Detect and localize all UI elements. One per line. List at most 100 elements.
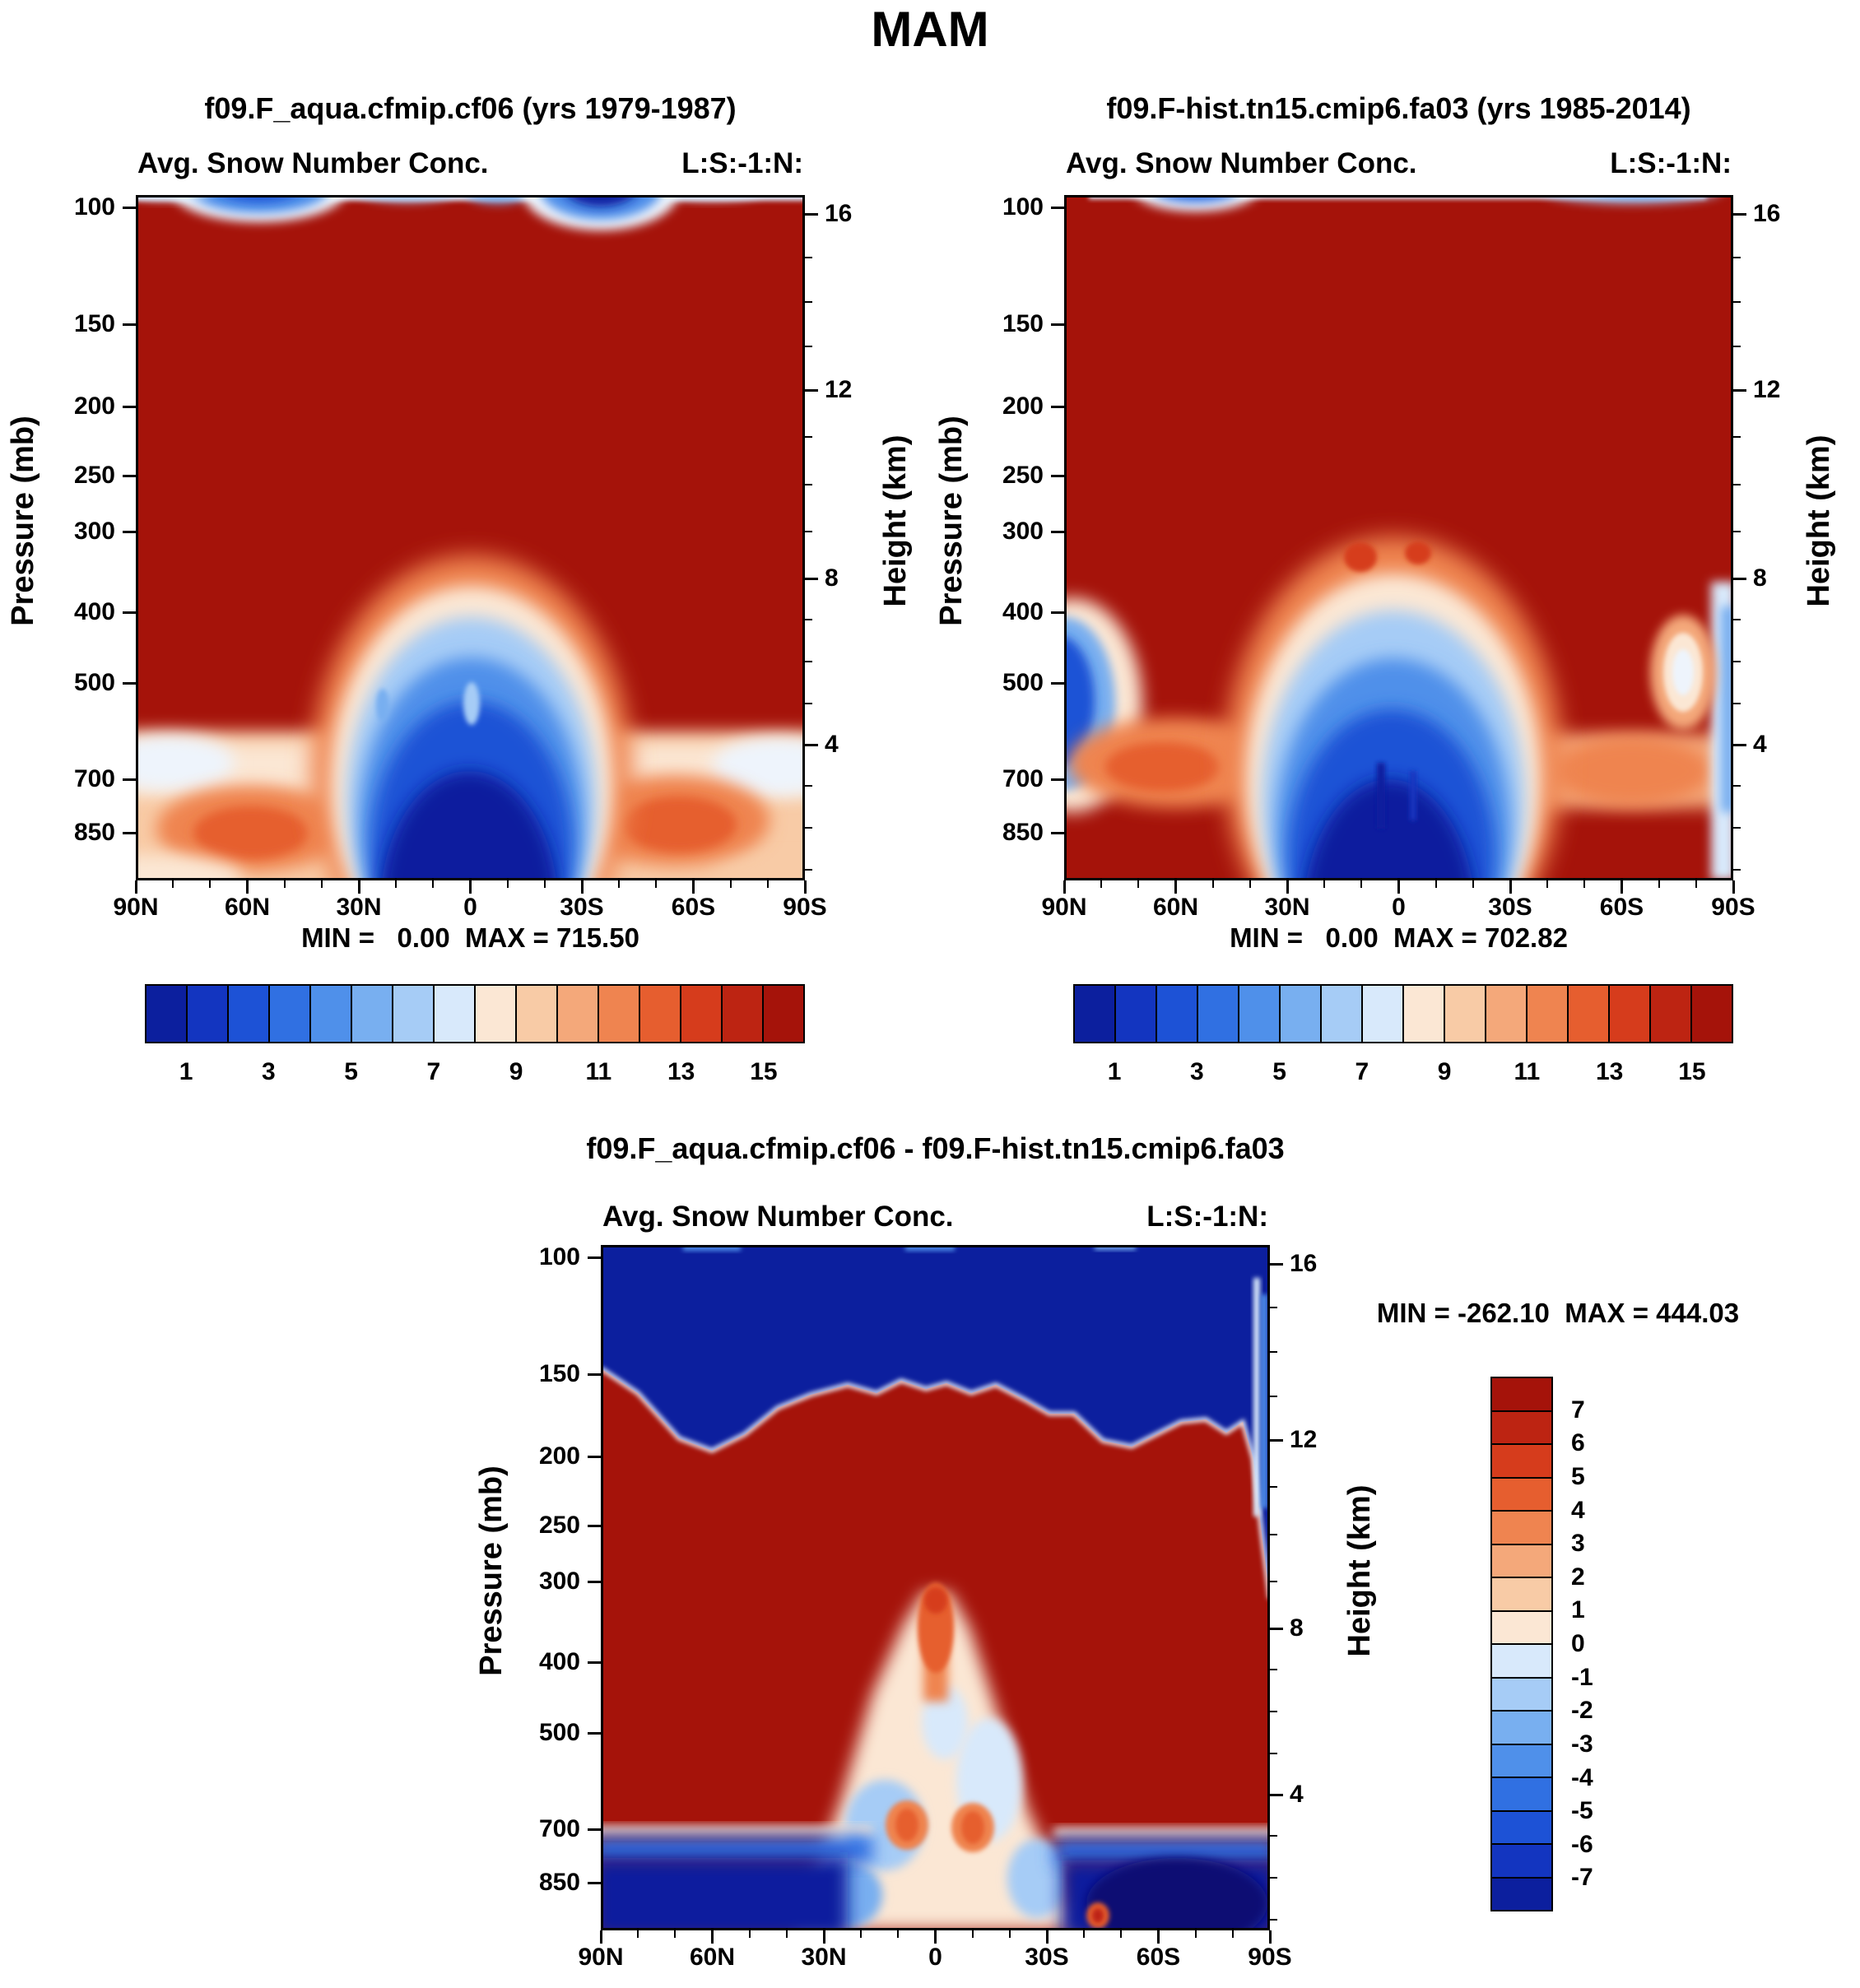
colorbar-tick-label: 0 xyxy=(1571,1630,1585,1657)
latitude-minor-tick-mark xyxy=(729,880,732,888)
latitude-tick-label: 60N xyxy=(689,1944,736,1971)
height-tick-mark xyxy=(805,213,818,216)
latitude-minor-tick-mark xyxy=(543,880,546,888)
pressure-tick-label: 500 xyxy=(73,669,115,696)
height-minor-tick-mark xyxy=(805,346,812,347)
subtitle-row: Avg. Snow Number Conc. L:S:-1:N: xyxy=(136,146,805,181)
colorbar-tick-label: 11 xyxy=(585,1058,612,1085)
colorbar-cell xyxy=(1492,1378,1551,1410)
latitude-minor-tick-mark xyxy=(785,1930,788,1938)
pressure-tick-mark xyxy=(588,1256,601,1259)
colorbar-tick-label: 2 xyxy=(1571,1563,1585,1591)
colorbar-cell xyxy=(640,986,680,1042)
colorbar-cell xyxy=(1492,1778,1551,1810)
colorbar-cell xyxy=(1116,986,1156,1042)
pressure-tick-label: 300 xyxy=(73,518,115,545)
colorbar-cell xyxy=(1492,1845,1551,1877)
pressure-tick-label: 500 xyxy=(538,1719,580,1746)
latitude-minor-tick-mark xyxy=(432,880,435,888)
pressure-tick-mark xyxy=(1051,323,1064,326)
latitude-tick-mark xyxy=(580,880,584,894)
colorbar-tick-label: 5 xyxy=(344,1058,358,1085)
colorbar-tick-label: 15 xyxy=(750,1058,778,1085)
pressure-tick-label: 150 xyxy=(73,310,115,337)
height-minor-tick-mark xyxy=(1270,1534,1277,1535)
latitude-minor-tick-mark xyxy=(674,1930,677,1938)
height-minor-tick-mark xyxy=(1733,703,1741,704)
pressure-tick-label: 200 xyxy=(73,392,115,420)
colorbar xyxy=(1073,984,1733,1043)
height-minor-tick-mark xyxy=(1270,1396,1277,1397)
latitude-tick-mark xyxy=(134,880,137,894)
subtitle-row: Avg. Snow Number Conc. L:S:-1:N: xyxy=(601,1200,1270,1234)
colorbar-tick-label: 9 xyxy=(509,1058,523,1085)
pressure-tick-mark xyxy=(588,1581,601,1583)
pressure-tick-label: 150 xyxy=(1002,310,1044,337)
latitude-tick-label: 30N xyxy=(801,1944,847,1971)
latitude-tick-label: 90S xyxy=(1248,1944,1292,1971)
pressure-axis-title: Pressure (mb) xyxy=(934,416,969,626)
pressure-tick-mark xyxy=(588,1828,601,1831)
height-minor-tick-mark xyxy=(805,827,812,829)
stats-label: MIN = 0.00 MAX = 715.50 xyxy=(301,922,639,953)
height-minor-tick-mark xyxy=(1733,785,1741,787)
latitude-tick-mark xyxy=(1174,880,1177,894)
latitude-tick-label: 90N xyxy=(113,894,159,921)
colorbar-cell xyxy=(435,986,474,1042)
height-tick-label: 8 xyxy=(1290,1614,1304,1642)
colorbar-tick-label: -3 xyxy=(1571,1730,1593,1758)
height-minor-tick-mark xyxy=(1733,661,1741,662)
colorbar-cell xyxy=(1492,1811,1551,1843)
latitude-tick-mark xyxy=(357,880,360,894)
latitude-minor-tick-mark xyxy=(1695,880,1697,888)
pressure-tick-mark xyxy=(123,207,136,209)
latitude-tick-mark xyxy=(1268,1930,1272,1944)
height-minor-tick-mark xyxy=(805,301,812,303)
latitude-minor-tick-mark xyxy=(897,1930,900,1938)
colorbar-cell xyxy=(476,986,515,1042)
colorbar-tick-label: 1 xyxy=(1107,1058,1122,1085)
height-tick-mark xyxy=(1270,1263,1283,1266)
colorbar-tick-label: 7 xyxy=(1571,1396,1585,1424)
latitude-tick-label: 0 xyxy=(463,894,477,921)
height-minor-tick-mark xyxy=(1733,436,1741,438)
colorbar-tick-label: -5 xyxy=(1571,1797,1593,1825)
latitude-minor-tick-mark xyxy=(1583,880,1586,888)
colorbar-cell xyxy=(599,986,639,1042)
panel-title-left: f09.F_aqua.cfmip.cf06 (yrs 1979-1987) xyxy=(204,91,737,125)
colorbar-cell xyxy=(1651,986,1690,1042)
pressure-tick-mark xyxy=(1051,207,1064,209)
height-tick-mark xyxy=(1733,578,1746,580)
colorbar-cell xyxy=(1610,986,1649,1042)
pressure-tick-mark xyxy=(1051,531,1064,533)
colorbar-cell xyxy=(764,986,803,1042)
pressure-tick-label: 100 xyxy=(73,193,115,221)
height-tick-label: 16 xyxy=(825,200,853,227)
colorbar-tick-label: 7 xyxy=(426,1058,441,1085)
colorbar-tick-label: -7 xyxy=(1571,1864,1593,1892)
colorbar-tick-label: 4 xyxy=(1571,1496,1585,1524)
latitude-tick-mark xyxy=(599,1930,602,1944)
height-minor-tick-mark xyxy=(1270,1835,1277,1837)
contour-field xyxy=(136,195,805,880)
latitude-tick-label: 60S xyxy=(1136,1944,1181,1971)
height-tick-mark xyxy=(1733,389,1746,392)
pressure-tick-label: 100 xyxy=(538,1243,580,1270)
height-minor-tick-mark xyxy=(1270,1711,1277,1712)
pressure-tick-mark xyxy=(588,1732,601,1735)
height-tick-mark xyxy=(1270,1439,1283,1442)
colorbar-cell xyxy=(1492,1744,1551,1777)
level-annotation: L:S:-1:N: xyxy=(1610,147,1732,179)
latitude-minor-tick-mark xyxy=(1546,880,1549,888)
height-tick-label: 4 xyxy=(1290,1781,1304,1808)
latitude-minor-tick-mark xyxy=(1137,880,1140,888)
stats-label: MIN = 0.00 MAX = 702.82 xyxy=(1230,922,1568,953)
latitude-tick-mark xyxy=(1732,880,1735,894)
pressure-tick-label: 200 xyxy=(538,1442,580,1470)
colorbar-tick-label: 1 xyxy=(1571,1596,1585,1624)
height-minor-tick-mark xyxy=(1270,1351,1277,1353)
height-minor-tick-mark xyxy=(805,661,812,662)
colorbar-cell xyxy=(270,986,309,1042)
colorbar-cell xyxy=(1492,1712,1551,1744)
height-tick-label: 16 xyxy=(1290,1250,1318,1277)
